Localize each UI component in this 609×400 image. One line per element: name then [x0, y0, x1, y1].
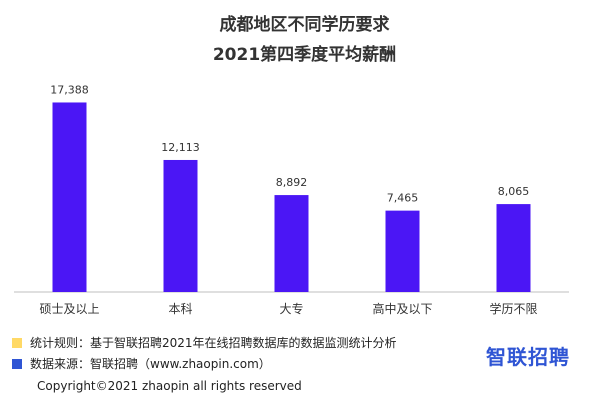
- x-tick-label: 本科: [168, 302, 192, 316]
- bar-chart: 17,388 硕士及以上 12,113 本科 8,892 大专 7,465 高中及以下 8,06…: [14, 83, 569, 316]
- bar: [163, 159, 198, 292]
- x-tick-label: 高中及以下: [372, 301, 432, 316]
- yellow-legend-swatch: [12, 337, 22, 348]
- chart-title-line2: 2021第四季度平均薪酬: [212, 45, 397, 65]
- stat-rule-text: 统计规则：基于智联招聘2021年在线招聘数据库的数据监测统计分析: [30, 336, 397, 350]
- copyright-text: Copyright©2021 zhaopin all rights reserv…: [37, 379, 302, 393]
- chart-title-line1: 成都地区不同学历要求: [219, 15, 390, 35]
- zhaopin-logo: 智联招聘: [486, 345, 570, 369]
- data-label: 17,388: [50, 83, 89, 96]
- data-label: 8,065: [498, 185, 530, 198]
- bar: [274, 195, 309, 292]
- data-source-note: 数据来源：智联招聘（www.zhaopin.com）: [12, 355, 271, 372]
- stat-rule-note: 统计规则：基于智联招聘2021年在线招聘数据库的数据监测统计分析: [12, 334, 397, 351]
- x-tick-label: 大专: [279, 301, 303, 316]
- x-tick-label: 硕士及以上: [39, 302, 99, 316]
- blue-legend-swatch: [12, 358, 22, 369]
- x-tick-label: 学历不限: [489, 301, 537, 316]
- bar: [52, 102, 87, 293]
- data-label: 8,892: [276, 176, 308, 189]
- bar: [385, 210, 420, 292]
- bar: [496, 204, 531, 292]
- data-source-text: 数据来源：智联招聘（www.zhaopin.com）: [30, 357, 271, 371]
- data-label: 7,465: [387, 192, 419, 205]
- data-label: 12,113: [161, 141, 200, 154]
